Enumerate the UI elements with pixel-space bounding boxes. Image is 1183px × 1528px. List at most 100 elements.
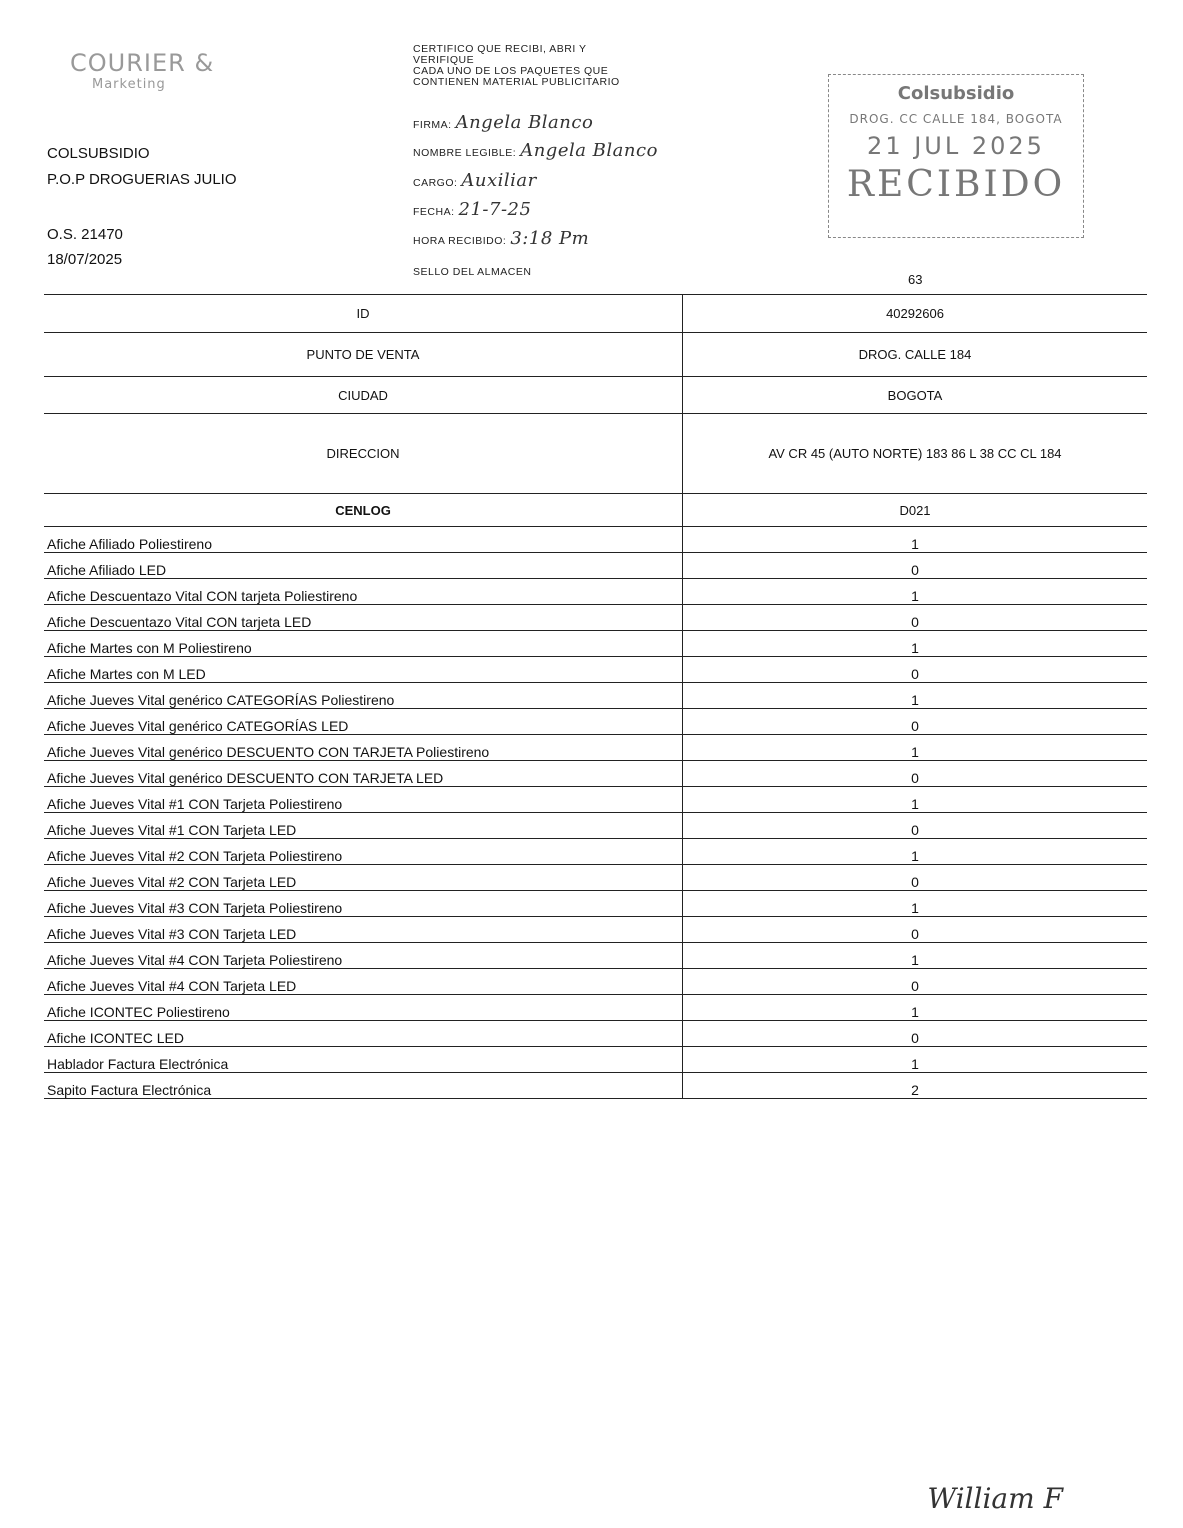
stamp-status: RECIBIDO (846, 164, 1066, 205)
item-row: Afiche Descuentazo Vital CON tarjeta Pol… (44, 578, 1147, 605)
fecha-field: FECHA: 21-7-25 (413, 199, 531, 220)
item-row: Afiche Jueves Vital genérico CATEGORÍAS … (44, 682, 1147, 709)
company-name: COLSUBSIDIO (47, 145, 150, 162)
item-qty: 0 (682, 968, 1147, 995)
cargo-field: CARGO: Auxiliar (413, 170, 537, 191)
stamp-brand: Colsubsidio (897, 83, 1015, 104)
info-label: DIRECCION (44, 413, 683, 494)
stamp-date: 21 JUL 2025 (867, 132, 1045, 160)
info-value: D021 (682, 493, 1147, 527)
item-qty: 1 (682, 786, 1147, 813)
info-row: CENLOG D021 (44, 493, 1147, 527)
item-name: Afiche Jueves Vital genérico DESCUENTO C… (44, 734, 683, 761)
item-name: Afiche Jueves Vital #1 CON Tarjeta Polie… (44, 786, 683, 813)
item-row: Afiche Jueves Vital #2 CON Tarjeta Polie… (44, 838, 1147, 865)
cert-line: CERTIFICO QUE RECIBI, ABRI Y (413, 43, 587, 55)
item-row: Afiche Jueves Vital genérico DESCUENTO C… (44, 734, 1147, 761)
item-qty: 1 (682, 994, 1147, 1021)
cert-line: CADA UNO DE LOS PAQUETES QUE (413, 65, 609, 77)
hora-value: 3:18 Pm (510, 228, 590, 249)
item-name: Afiche ICONTEC Poliestireno (44, 994, 683, 1021)
delivery-table: ID 40292606 PUNTO DE VENTA DROG. CALLE 184 C… (44, 294, 1147, 1099)
item-row: Afiche Jueves Vital #3 CON Tarjeta Polie… (44, 890, 1147, 917)
fecha-label: FECHA: (413, 206, 455, 218)
item-name: Afiche Jueves Vital genérico CATEGORÍAS … (44, 682, 683, 709)
item-qty: 0 (682, 812, 1147, 839)
item-row: Afiche ICONTEC LED 0 (44, 1020, 1147, 1047)
item-name: Afiche Descuentazo Vital CON tarjeta LED (44, 604, 683, 631)
order-number: O.S. 21470 (47, 226, 123, 243)
nombre-label: NOMBRE LEGIBLE: (413, 147, 517, 159)
item-name: Afiche Jueves Vital #3 CON Tarjeta LED (44, 916, 683, 943)
order-block: O.S. 21470 18/07/2025 (47, 222, 123, 272)
received-stamp: Colsubsidio DROG. CC CALLE 184, BOGOTA 2… (828, 74, 1084, 238)
cargo-label: CARGO: (413, 177, 458, 189)
item-qty: 0 (682, 760, 1147, 787)
info-value: BOGOTA (682, 376, 1147, 414)
item-qty: 0 (682, 604, 1147, 631)
info-label: ID (44, 294, 683, 333)
cargo-value: Auxiliar (461, 170, 537, 191)
item-qty: 0 (682, 708, 1147, 735)
firma-signature: Angela Blanco (455, 112, 594, 133)
item-qty: 1 (682, 682, 1147, 709)
item-row: Afiche Jueves Vital #4 CON Tarjeta LED 0 (44, 968, 1147, 995)
item-qty: 0 (682, 1020, 1147, 1047)
item-name: Hablador Factura Electrónica (44, 1046, 683, 1073)
nombre-field: NOMBRE LEGIBLE: Angela Blanco (413, 140, 658, 161)
fecha-value: 21-7-25 (458, 199, 532, 220)
item-name: Afiche Jueves Vital genérico CATEGORÍAS … (44, 708, 683, 735)
item-name: Afiche Jueves Vital #2 CON Tarjeta LED (44, 864, 683, 891)
firma-label: FIRMA: (413, 119, 452, 131)
item-name: Afiche Afiliado LED (44, 552, 683, 579)
project-name: P.O.P DROGUERIAS JULIO (47, 171, 237, 188)
item-qty: 0 (682, 916, 1147, 943)
item-row: Afiche Jueves Vital genérico CATEGORÍAS … (44, 708, 1147, 735)
item-row: Afiche Descuentazo Vital CON tarjeta LED… (44, 604, 1147, 631)
item-qty: 1 (682, 838, 1147, 865)
item-row: Afiche ICONTEC Poliestireno 1 (44, 994, 1147, 1021)
sello-label: SELLO DEL ALMACEN (413, 266, 532, 278)
item-row: Afiche Jueves Vital #3 CON Tarjeta LED 0 (44, 916, 1147, 943)
info-row: ID 40292606 (44, 294, 1147, 333)
item-name: Afiche Martes con M LED (44, 656, 683, 683)
item-qty: 0 (682, 552, 1147, 579)
info-value: DROG. CALLE 184 (682, 332, 1147, 377)
logo-sub: Marketing (92, 77, 166, 92)
item-name: Afiche Jueves Vital #4 CON Tarjeta Polie… (44, 942, 683, 969)
nombre-value: Angela Blanco (520, 140, 658, 161)
item-name: Afiche Jueves Vital #1 CON Tarjeta LED (44, 812, 683, 839)
page-number: 63 (908, 272, 923, 287)
item-qty: 2 (682, 1072, 1147, 1099)
item-name: Afiche Descuentazo Vital CON tarjeta Pol… (44, 578, 683, 605)
hora-label: HORA RECIBIDO: (413, 235, 507, 247)
item-name: Afiche Jueves Vital genérico DESCUENTO C… (44, 760, 683, 787)
item-name: Afiche Jueves Vital #2 CON Tarjeta Polie… (44, 838, 683, 865)
info-value: AV CR 45 (AUTO NORTE) 183 86 L 38 CC CL … (682, 413, 1147, 494)
item-row: Afiche Jueves Vital #4 CON Tarjeta Polie… (44, 942, 1147, 969)
item-qty: 1 (682, 578, 1147, 605)
item-row: Afiche Jueves Vital #2 CON Tarjeta LED 0 (44, 864, 1147, 891)
item-row: Afiche Afiliado Poliestireno 1 (44, 526, 1147, 553)
info-row: CIUDAD BOGOTA (44, 376, 1147, 414)
info-row: PUNTO DE VENTA DROG. CALLE 184 (44, 332, 1147, 377)
hora-field: HORA RECIBIDO: 3:18 Pm (413, 228, 589, 249)
order-date: 18/07/2025 (47, 251, 123, 268)
courier-logo: COURIER & Marketing (70, 51, 214, 96)
item-qty: 1 (682, 734, 1147, 761)
item-row: Afiche Martes con M Poliestireno 1 (44, 630, 1147, 657)
item-row: Afiche Jueves Vital #1 CON Tarjeta Polie… (44, 786, 1147, 813)
certification-text: CERTIFICO QUE RECIBI, ABRI Y VERIFIQUE C… (413, 44, 620, 88)
item-row: Hablador Factura Electrónica 1 (44, 1046, 1147, 1073)
item-qty: 1 (682, 890, 1147, 917)
item-qty: 1 (682, 1046, 1147, 1073)
cert-line: CONTIENEN MATERIAL PUBLICITARIO (413, 76, 620, 88)
item-qty: 1 (682, 942, 1147, 969)
signature: William F (927, 1482, 1063, 1515)
item-name: Afiche Afiliado Poliestireno (44, 526, 683, 553)
item-qty: 0 (682, 656, 1147, 683)
item-row: Sapito Factura Electrónica 2 (44, 1072, 1147, 1099)
item-row: Afiche Afiliado LED 0 (44, 552, 1147, 579)
item-name: Afiche ICONTEC LED (44, 1020, 683, 1047)
